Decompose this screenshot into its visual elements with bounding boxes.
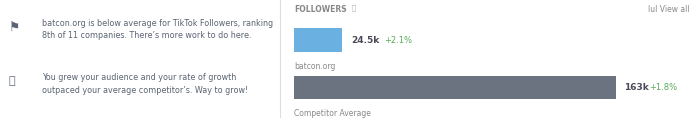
Text: 163k: 163k xyxy=(624,83,649,92)
Text: lul View all: lul View all xyxy=(648,5,690,14)
FancyBboxPatch shape xyxy=(294,76,616,99)
Text: You grew your audience and your rate of growth
outpaced your average competitor’: You grew your audience and your rate of … xyxy=(42,73,248,95)
Text: 👍: 👍 xyxy=(8,76,15,86)
Text: ⚑: ⚑ xyxy=(8,21,20,34)
Text: batcon.org is below average for TikTok Followers, ranking
8th of 11 companies. T: batcon.org is below average for TikTok F… xyxy=(42,19,273,40)
Text: ⓘ: ⓘ xyxy=(351,5,356,11)
Text: +1.8%: +1.8% xyxy=(650,83,678,92)
FancyBboxPatch shape xyxy=(294,28,342,52)
Text: batcon.org: batcon.org xyxy=(294,62,335,71)
Text: 24.5k: 24.5k xyxy=(351,36,379,45)
Text: Competitor Average: Competitor Average xyxy=(294,109,371,118)
Text: +2.1%: +2.1% xyxy=(384,36,412,45)
Text: FOLLOWERS: FOLLOWERS xyxy=(294,5,346,14)
